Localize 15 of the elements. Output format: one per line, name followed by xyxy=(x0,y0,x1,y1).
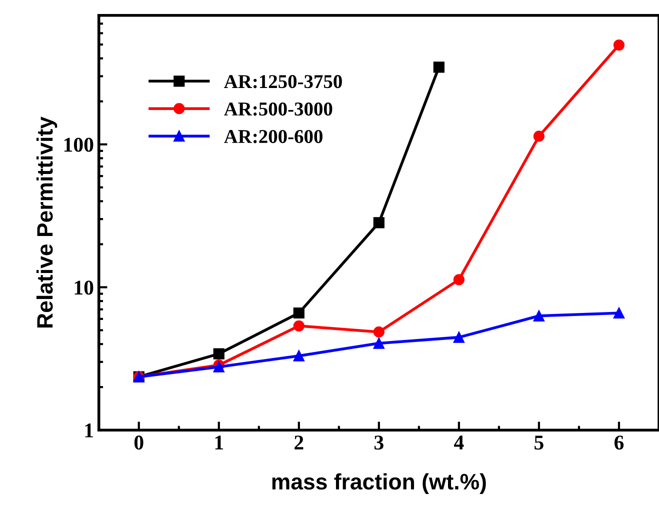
x-tick-label: 3 xyxy=(374,436,384,450)
x-tick-label: 1 xyxy=(215,436,224,450)
y-tick-label: 1 xyxy=(85,424,93,438)
x-tick-label: 0 xyxy=(134,436,144,450)
x-tick-label: 5 xyxy=(534,436,544,450)
y-axis-title: Relative Permittivity xyxy=(36,116,58,328)
legend-label: AR:1250-3750 xyxy=(224,75,342,88)
y-tick-label: 10 xyxy=(74,280,94,295)
x-tick-label: 4 xyxy=(454,436,464,450)
legend-label: AR:500-3000 xyxy=(224,102,332,116)
legend-label: AR:200-600 xyxy=(224,130,322,144)
x-axis-title: mass fraction (wt.%) xyxy=(272,473,486,494)
x-tick-label: 6 xyxy=(614,436,624,450)
x-tick-label: 2 xyxy=(294,436,304,450)
y-tick-label: 100 xyxy=(64,138,94,152)
